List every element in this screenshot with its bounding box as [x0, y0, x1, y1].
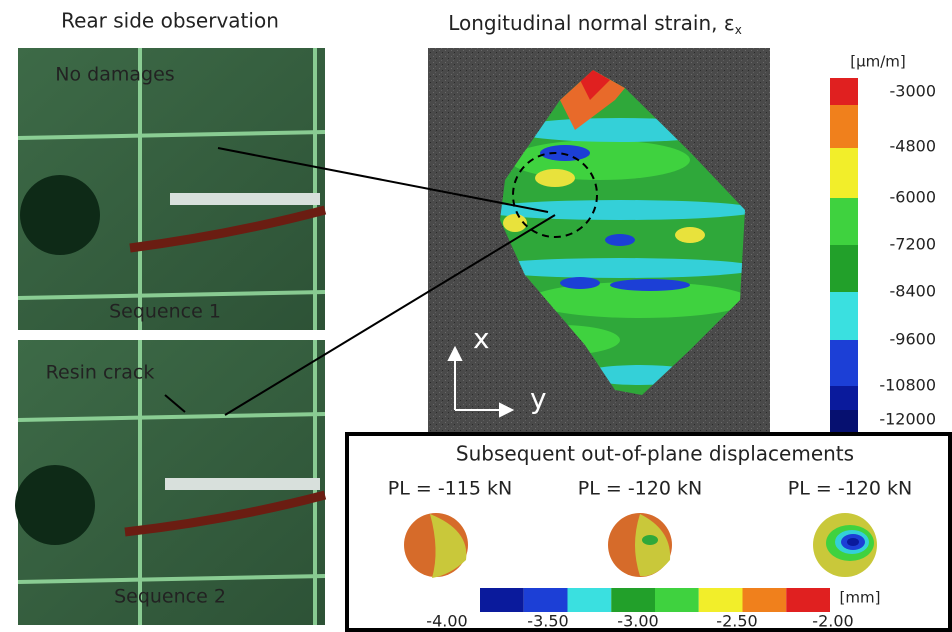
- photo-label: No damages: [55, 64, 174, 86]
- colorbar-label: -3.00: [617, 612, 658, 631]
- strain-colorbar: -3000 -4800 -6000 -7200 -8400 -9600 -10800 -120…: [830, 78, 936, 432]
- scale-unit: [μm/m]: [850, 53, 906, 71]
- photo-panel: Resin crack Sequence 2: [15, 340, 327, 625]
- colorbar-segment: [830, 386, 858, 410]
- colorbar-segment: [830, 198, 858, 245]
- photo-panel: No damages Sequence 1: [17, 48, 327, 330]
- colorbar-label: -6000: [890, 188, 937, 207]
- colorbar-segment: [830, 340, 858, 386]
- photo-label: Sequence 2: [114, 586, 226, 608]
- load-label: PL = -115 kN: [388, 478, 512, 500]
- colorbar-label: -9600: [890, 330, 937, 349]
- displacement-maps: [404, 513, 877, 578]
- colorbar-segment: [480, 588, 524, 612]
- colorbar-segment: [742, 588, 787, 612]
- colorbar-label: -12000: [879, 410, 936, 429]
- colorbar-segment: [567, 588, 612, 612]
- colorbar-segment: [611, 588, 655, 612]
- colorbar-label: -7200: [890, 235, 937, 254]
- inset-title: Subsequent out-of-plane displacements: [456, 442, 854, 466]
- colorbar-label: -4800: [890, 137, 937, 156]
- colorbar-segment: [786, 588, 830, 612]
- colorbar-label: -3.50: [527, 612, 568, 631]
- colorbar-segment: [830, 245, 858, 292]
- colorbar-label: -2.00: [812, 612, 853, 631]
- photo-label: Sequence 1: [109, 301, 221, 323]
- colorbar-segment: [830, 78, 858, 105]
- load-label: PL = -120 kN: [788, 478, 912, 500]
- displacement-colorbar: -4.00 -3.50 -3.00 -2.50 -2.00: [426, 588, 854, 631]
- left-title: Rear side observation: [61, 9, 279, 33]
- photo-label: Resin crack: [46, 362, 155, 384]
- colorbar-label: -8400: [890, 282, 937, 301]
- axis-label: x: [473, 322, 490, 355]
- colorbar-segment: [830, 105, 858, 148]
- colorbar-segment: [655, 588, 699, 612]
- axis-label: y: [530, 382, 547, 415]
- colorbar-segment: [830, 292, 858, 340]
- scale-unit: [mm]: [840, 589, 881, 607]
- colorbar-label: -3000: [890, 82, 937, 101]
- colorbar-label: -4.00: [426, 612, 467, 631]
- colorbar-label: -2.50: [716, 612, 757, 631]
- colorbar-segment: [523, 588, 568, 612]
- strain-title: Longitudinal normal strain, εx: [448, 11, 742, 37]
- colorbar-label: -10800: [879, 376, 936, 395]
- axes-arrows: [447, 345, 515, 418]
- load-label: PL = -120 kN: [578, 478, 702, 500]
- colorbar-segment: [698, 588, 743, 612]
- colorbar-segment: [830, 410, 858, 432]
- colorbar-segment: [830, 148, 858, 198]
